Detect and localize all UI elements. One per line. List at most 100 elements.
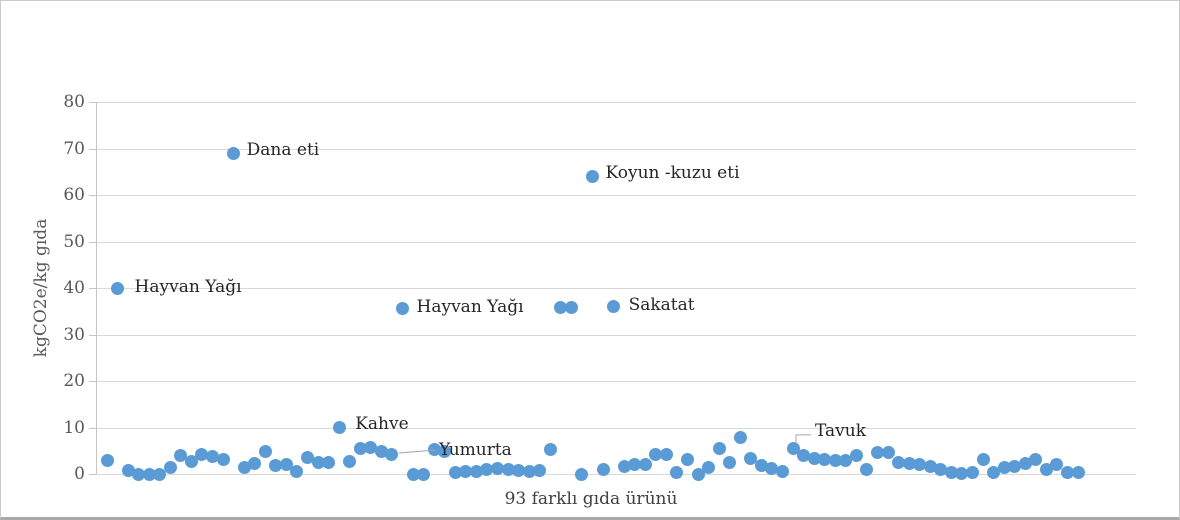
data-point bbox=[216, 452, 230, 466]
data-point bbox=[142, 467, 156, 481]
data-point bbox=[649, 447, 663, 461]
data-point bbox=[892, 456, 906, 470]
data-point bbox=[279, 457, 293, 471]
annotation-label: Dana eti bbox=[246, 140, 320, 161]
data-point bbox=[628, 457, 642, 471]
data-point bbox=[659, 448, 673, 462]
data-point bbox=[111, 281, 125, 295]
data-point bbox=[100, 453, 114, 467]
gridline bbox=[96, 148, 1136, 150]
data-point bbox=[881, 445, 895, 459]
data-point bbox=[670, 466, 684, 480]
y-tick-label: 10 bbox=[63, 417, 85, 438]
data-point bbox=[396, 302, 410, 316]
data-point bbox=[385, 447, 399, 461]
y-axis-line bbox=[96, 102, 97, 474]
data-point bbox=[522, 465, 536, 479]
y-tick-mark bbox=[89, 148, 96, 150]
y-tick-label: 70 bbox=[63, 138, 85, 159]
data-point bbox=[923, 459, 937, 473]
data-point bbox=[227, 146, 241, 160]
gridline bbox=[96, 474, 1136, 475]
data-point bbox=[269, 458, 283, 472]
y-tick-label: 20 bbox=[63, 371, 85, 391]
y-tick-mark bbox=[89, 334, 96, 336]
data-point bbox=[860, 463, 874, 477]
data-point bbox=[1050, 458, 1064, 472]
data-point bbox=[417, 467, 431, 481]
data-point bbox=[733, 431, 747, 445]
data-point bbox=[586, 169, 599, 183]
data-point bbox=[406, 467, 420, 481]
data-point bbox=[301, 450, 315, 464]
data-point bbox=[195, 447, 209, 461]
leader-line bbox=[795, 434, 812, 444]
data-point bbox=[438, 444, 452, 458]
data-point bbox=[1071, 465, 1085, 479]
data-point bbox=[206, 450, 220, 464]
data-point bbox=[353, 442, 367, 456]
y-tick-label: 50 bbox=[63, 231, 85, 252]
data-point bbox=[807, 451, 821, 465]
data-point bbox=[491, 461, 504, 475]
data-point bbox=[828, 454, 842, 467]
data-point bbox=[839, 453, 853, 467]
y-tick-label: 0 bbox=[74, 464, 85, 484]
gridline bbox=[96, 102, 1136, 103]
gridline bbox=[96, 195, 1136, 196]
gridline bbox=[96, 241, 1136, 243]
y-tick-mark bbox=[89, 288, 96, 289]
y-tick-mark bbox=[89, 427, 96, 429]
data-point bbox=[786, 442, 800, 456]
data-point bbox=[575, 467, 589, 481]
data-point bbox=[1060, 465, 1074, 479]
data-point bbox=[712, 442, 726, 456]
annotation-label: Yumurta bbox=[438, 440, 512, 460]
data-point bbox=[913, 457, 927, 471]
gridline bbox=[96, 288, 1136, 289]
data-point bbox=[775, 464, 789, 478]
y-tick-label: 60 bbox=[63, 185, 85, 205]
data-point bbox=[448, 465, 462, 479]
gridline bbox=[96, 381, 1136, 382]
data-point bbox=[153, 467, 167, 481]
annotation-label: Tavuk bbox=[815, 420, 867, 441]
annotation-label: Hayvan Yağı bbox=[416, 296, 524, 317]
data-point bbox=[849, 449, 863, 463]
annotation-label: Koyun -kuzu eti bbox=[605, 163, 740, 184]
data-point bbox=[121, 464, 135, 478]
data-point bbox=[459, 465, 473, 479]
data-point bbox=[818, 452, 832, 466]
data-point bbox=[744, 451, 758, 465]
y-tick-label: 30 bbox=[63, 324, 85, 345]
data-point bbox=[765, 462, 779, 476]
data-point bbox=[680, 452, 694, 466]
annotation-label: Hayvan Yağı bbox=[134, 277, 242, 297]
data-point bbox=[184, 455, 198, 469]
data-point bbox=[480, 463, 494, 477]
data-point bbox=[754, 459, 768, 473]
data-point bbox=[723, 456, 737, 470]
data-point bbox=[237, 460, 251, 474]
data-point bbox=[596, 463, 610, 477]
data-point bbox=[976, 452, 990, 466]
annotation-label: Sakatat bbox=[628, 294, 695, 315]
data-point bbox=[965, 466, 979, 480]
y-tick-mark bbox=[89, 381, 96, 382]
data-point bbox=[944, 466, 958, 480]
data-point bbox=[564, 301, 578, 315]
data-point bbox=[554, 301, 568, 315]
data-point bbox=[290, 465, 304, 479]
data-point bbox=[1039, 462, 1053, 476]
data-point bbox=[955, 467, 969, 481]
gridline bbox=[96, 427, 1136, 429]
y-tick-mark bbox=[89, 241, 96, 243]
data-point bbox=[469, 464, 483, 478]
data-point bbox=[132, 467, 146, 481]
data-point bbox=[617, 459, 631, 473]
data-point bbox=[364, 441, 378, 455]
data-point bbox=[1018, 456, 1032, 470]
data-point bbox=[607, 300, 621, 314]
